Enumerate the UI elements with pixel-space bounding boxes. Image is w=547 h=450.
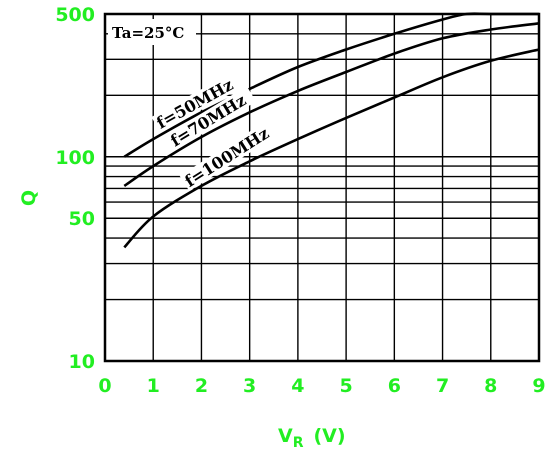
x-tick-label: 7 <box>436 375 449 397</box>
x-axis-label-main: V <box>278 425 293 447</box>
y-tick-label: 50 <box>69 208 95 230</box>
x-tick-label: 8 <box>484 375 497 397</box>
y-tick-label: 10 <box>69 351 95 373</box>
x-axis-label-unit: (V) <box>314 425 346 447</box>
x-axis-label-subscript: R <box>293 435 304 450</box>
x-tick-label: 9 <box>532 375 545 397</box>
series-label-background <box>179 125 270 192</box>
series-line-2 <box>123 48 540 249</box>
plot-frame <box>103 12 541 363</box>
y-tick-label: 500 <box>55 4 95 26</box>
y-tick-labels: 10 50 100 500 <box>55 4 95 373</box>
x-tick-label: 5 <box>339 375 352 397</box>
series-label-background <box>151 70 244 133</box>
annotation-background <box>108 19 196 45</box>
series-label-background <box>165 86 257 151</box>
x-tick-label: 2 <box>195 375 208 397</box>
x-tick-labels: 0 1 2 3 4 5 6 7 8 9 <box>98 375 545 397</box>
series-line-0 <box>123 12 539 158</box>
y-tick-label: 100 <box>55 147 95 169</box>
temperature-annotation: Ta=25°C <box>112 24 184 42</box>
x-tick-label: 4 <box>291 375 304 397</box>
x-axis-label: VR (V) <box>278 425 346 450</box>
x-tick-label: 0 <box>98 375 111 397</box>
x-tick-label: 6 <box>388 375 401 397</box>
x-tick-label: 1 <box>147 375 160 397</box>
x-tick-label: 3 <box>243 375 256 397</box>
y-axis-label: Q <box>18 190 40 206</box>
series-line-1 <box>123 22 540 187</box>
